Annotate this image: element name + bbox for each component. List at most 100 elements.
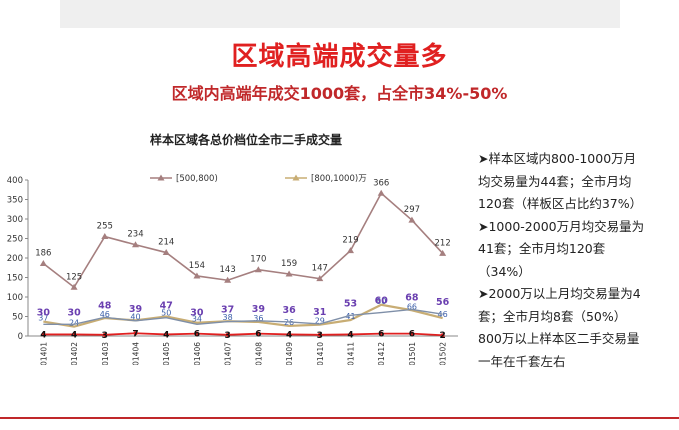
- data-label: 80: [376, 297, 386, 306]
- data-label: 154: [189, 261, 205, 271]
- data-label: 41: [345, 312, 355, 321]
- data-label: 6: [255, 330, 261, 340]
- notes-panel: ➤样本区域内800-1000万月 均交易量为44套；全市月均 120套（样板区占…: [478, 148, 678, 373]
- data-label: 53: [344, 298, 357, 309]
- data-point: [132, 241, 139, 248]
- data-label: 34: [192, 315, 202, 324]
- data-point: [41, 332, 46, 337]
- y-tick-label: 50: [12, 313, 23, 323]
- data-label: 3: [317, 331, 323, 341]
- data-label: 47: [160, 301, 173, 312]
- data-label: 7: [132, 329, 138, 339]
- data-label: 39: [252, 304, 265, 315]
- note-line: ➤2000万以上月均交易量为4: [478, 286, 641, 301]
- data-point: [224, 276, 232, 283]
- data-point: [162, 249, 170, 256]
- data-label: 29: [315, 317, 325, 326]
- data-label: 6: [194, 330, 200, 340]
- x-tick-label: 201411: [347, 342, 356, 365]
- data-label: 297: [404, 205, 420, 215]
- data-label: 147: [312, 264, 328, 274]
- chart-legend: [500,800) [800,1000)万: [150, 174, 367, 184]
- note-line: 一年在千套左右: [478, 353, 566, 369]
- series-line: [43, 308, 443, 326]
- data-label: 30: [190, 307, 204, 318]
- data-label: 4: [163, 330, 169, 340]
- data-label: 6: [378, 330, 384, 340]
- note-line: 套；全市月均8套（50%）: [478, 308, 627, 324]
- slide-subtitle: 区域内高端年成交1000套，占全市34%-50%: [171, 84, 508, 103]
- data-label: 24: [69, 319, 79, 328]
- data-label: 143: [220, 265, 236, 275]
- data-label: 56: [436, 297, 450, 308]
- data-point: [101, 233, 109, 240]
- series-line: [42, 191, 444, 289]
- note-line: ➤1000-2000万月均交易量为: [478, 218, 645, 234]
- data-label: 234: [127, 230, 143, 240]
- data-label: 159: [281, 259, 297, 269]
- data-point: [164, 332, 169, 337]
- bottom-divider: [0, 417, 679, 419]
- data-point: [440, 333, 445, 338]
- data-label: 46: [100, 310, 110, 319]
- data-label: 6: [409, 330, 415, 340]
- data-label: 30: [37, 307, 51, 318]
- note-line: 41套；全市月均120套: [478, 241, 606, 256]
- legend-label: [800,1000)万: [311, 174, 367, 184]
- x-tick-label: 201409: [285, 342, 294, 365]
- data-point: [102, 332, 107, 337]
- x-tick-label: 201405: [162, 342, 171, 365]
- y-tick-label: 350: [7, 196, 23, 206]
- data-label: 2: [440, 331, 446, 341]
- data-label: 4: [347, 330, 353, 340]
- data-point: [287, 332, 292, 337]
- legend-swatch-marker: [292, 174, 300, 181]
- data-point: [347, 247, 354, 254]
- data-point: [225, 332, 230, 337]
- data-point: [317, 332, 322, 337]
- y-tick-label: 100: [7, 293, 23, 303]
- data-label: 212: [435, 238, 451, 248]
- legend-label: [500,800): [176, 174, 218, 184]
- note-line: 800万以上样本区二手交易量: [478, 331, 640, 346]
- data-label: 3: [102, 331, 108, 341]
- x-tick-label: 201501: [408, 342, 417, 365]
- data-label: 255: [97, 222, 113, 232]
- x-tick-label: 201412: [377, 342, 386, 365]
- x-tick-label: 201408: [254, 342, 263, 365]
- data-label: 214: [158, 238, 174, 248]
- data-label: 125: [66, 272, 82, 282]
- data-label: 186: [35, 248, 51, 258]
- data-point: [194, 331, 199, 336]
- y-tick-label: 300: [7, 215, 23, 225]
- data-point: [408, 216, 416, 223]
- data-label: 4: [71, 330, 77, 340]
- x-tick-label: 201406: [193, 342, 202, 365]
- data-label: 37: [38, 314, 48, 323]
- legend-swatch-marker: [157, 174, 165, 181]
- data-label: 36: [282, 305, 296, 316]
- data-point: [439, 249, 447, 256]
- data-point: [39, 259, 47, 266]
- data-label: 4: [286, 330, 292, 340]
- data-label: 30: [67, 307, 81, 318]
- data-label: 68: [405, 292, 419, 303]
- data-label: 40: [130, 312, 140, 321]
- data-point: [409, 331, 414, 336]
- x-tick-label: 201410: [316, 342, 325, 365]
- x-tick-label: 201401: [39, 342, 48, 365]
- data-point: [254, 266, 262, 273]
- x-tick-label: 201402: [70, 342, 79, 365]
- y-tick-label: 250: [7, 235, 23, 245]
- data-point: [377, 189, 385, 196]
- top-bar: [60, 0, 620, 28]
- note-line: ➤样本区域内800-1000万月: [478, 151, 637, 166]
- x-tick-label: 201502: [439, 342, 448, 365]
- data-label: 50: [161, 309, 171, 318]
- data-label: 48: [98, 300, 112, 311]
- y-tick-label: 200: [7, 254, 23, 264]
- data-label: 219: [342, 236, 358, 246]
